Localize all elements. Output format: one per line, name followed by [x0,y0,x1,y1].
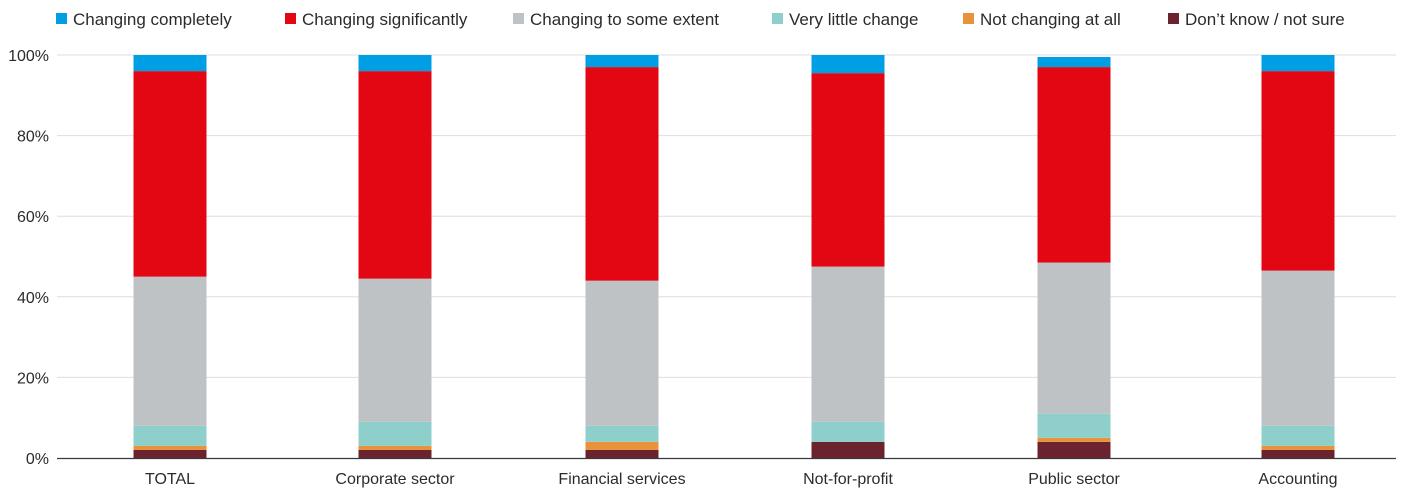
legend-label: Not changing at all [980,10,1121,29]
legend-swatch [56,13,67,24]
bar-segment-don-t-know-not-sure [1037,441,1111,458]
bar-segment-changing-significantly [133,71,207,277]
bar-segment-changing-significantly [811,73,885,267]
x-tick-label: Corporate sector [335,471,455,488]
legend-item-changing-significantly: Changing significantly [285,10,468,29]
legend-label: Very little change [789,10,918,29]
x-tick-label: TOTAL [145,471,195,488]
bar-segment-changing-to-some-extent [811,266,885,422]
legend-item-very-little-change: Very little change [772,10,918,29]
x-tick-label: Public sector [1028,471,1120,488]
bar-segment-changing-significantly [1261,71,1335,271]
bar-segment-very-little-change [1037,413,1111,438]
bar-segment-very-little-change [358,421,432,446]
bar-stack-corporate-sector [358,55,432,458]
x-tick-label: Financial services [558,471,685,488]
bar-stack-not-for-profit [811,55,885,458]
bar-segment-changing-completely [133,55,207,72]
legend-label: Don’t know / not sure [1185,10,1345,29]
bar-segment-not-changing-at-all [1037,437,1111,442]
gridlines [57,54,1396,378]
bar-segment-changing-to-some-extent [358,278,432,422]
legend-swatch [963,13,974,24]
legend-label: Changing to some extent [530,10,719,29]
bar-segment-not-changing-at-all [358,445,432,450]
bar-stack-financial-services [585,55,659,458]
legend-label: Changing significantly [302,10,468,29]
legend-swatch [772,13,783,24]
bar-segment-changing-completely [1261,55,1335,72]
y-tick-label: 20% [17,370,49,387]
bar-stack-accounting [1261,55,1335,458]
bar-segment-changing-to-some-extent [1037,262,1111,414]
legend: Changing completely Changing significantl… [56,10,1345,29]
bar-segment-not-changing-at-all [585,441,659,450]
bar-segment-changing-completely [358,55,432,72]
bar-segment-don-t-know-not-sure [585,449,659,458]
legend-item-not-changing-at-all: Not changing at all [963,10,1121,29]
bar-stack-public-sector [1037,57,1111,458]
bar-segment-changing-completely [585,55,659,68]
legend-item-don-t-know-not-sure: Don’t know / not sure [1168,10,1345,29]
bar-segment-changing-completely [811,55,885,74]
bar-segment-very-little-change [1261,425,1335,446]
bars [133,55,1335,458]
legend-swatch [285,13,296,24]
y-tick-label: 40% [17,290,49,307]
y-tick-label: 60% [17,209,49,226]
bar-segment-don-t-know-not-sure [133,449,207,458]
x-axis: TOTAL Corporate sector Financial services N… [57,457,1396,488]
bar-segment-not-changing-at-all [1261,445,1335,450]
legend-label: Changing completely [73,10,232,29]
bar-segment-changing-to-some-extent [1261,270,1335,426]
legend-swatch [513,13,524,24]
bar-segment-don-t-know-not-sure [358,449,432,458]
y-tick-label: 0% [26,451,49,468]
x-tick-label: Not-for-profit [803,471,893,488]
legend-swatch [1168,13,1179,24]
bar-segment-don-t-know-not-sure [1261,449,1335,458]
bar-segment-changing-significantly [358,71,432,279]
bar-stack-total [133,55,207,458]
bar-segment-very-little-change [811,421,885,442]
bar-segment-changing-significantly [585,67,659,281]
legend-item-changing-completely: Changing completely [56,10,232,29]
y-tick-label: 80% [17,129,49,146]
bar-segment-changing-significantly [1037,67,1111,263]
bar-segment-changing-to-some-extent [585,280,659,426]
x-tick-label: Accounting [1258,471,1337,488]
y-axis: 0% 20% 40% 60% 80% 100% [8,48,49,468]
bar-segment-changing-to-some-extent [133,276,207,426]
bar-segment-don-t-know-not-sure [811,441,885,458]
legend-item-changing-to-some-extent: Changing to some extent [513,10,719,29]
bar-segment-not-changing-at-all [133,445,207,450]
y-tick-label: 100% [8,48,49,65]
bar-segment-very-little-change [133,425,207,446]
bar-segment-very-little-change [585,425,659,442]
bar-segment-changing-completely [1037,57,1111,68]
